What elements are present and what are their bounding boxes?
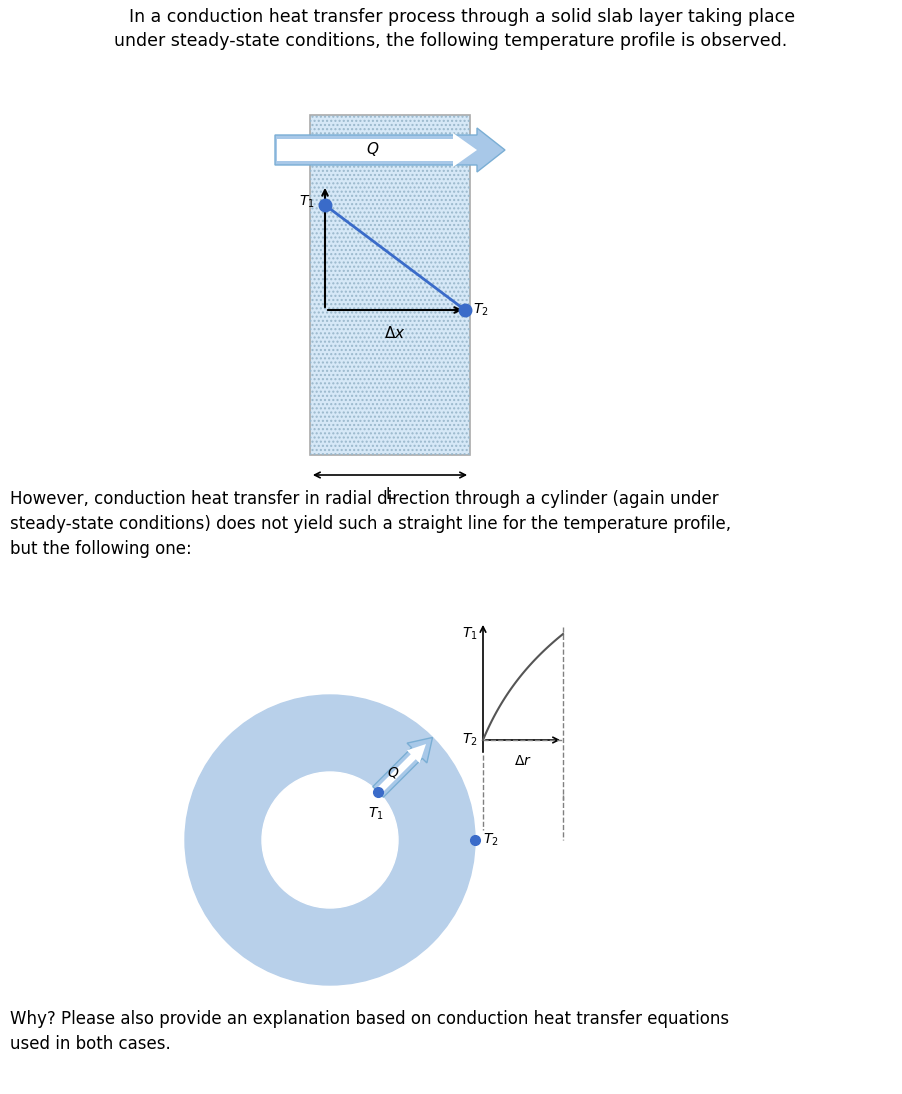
Text: $T_2$: $T_2$ bbox=[463, 732, 478, 748]
Text: L: L bbox=[386, 487, 394, 502]
Circle shape bbox=[262, 772, 398, 908]
Text: $T_1$: $T_1$ bbox=[299, 194, 315, 210]
Text: $\Delta x$: $\Delta x$ bbox=[384, 325, 406, 341]
FancyArrow shape bbox=[375, 744, 426, 794]
Text: $\Delta r$: $\Delta r$ bbox=[514, 754, 532, 768]
Text: In a conduction heat transfer process through a solid slab layer taking place
un: In a conduction heat transfer process th… bbox=[107, 8, 795, 49]
Text: $T_1$: $T_1$ bbox=[368, 806, 384, 823]
Text: Q: Q bbox=[366, 142, 378, 158]
Text: Q: Q bbox=[388, 766, 399, 780]
Circle shape bbox=[185, 695, 475, 985]
FancyArrow shape bbox=[373, 737, 433, 798]
Text: However, conduction heat transfer in radial direction through a cylinder (again : However, conduction heat transfer in rad… bbox=[10, 490, 732, 558]
Text: $T_2$: $T_2$ bbox=[483, 831, 499, 848]
Bar bbox=[310, 115, 470, 455]
Bar bbox=[310, 115, 470, 455]
Text: $T_1$: $T_1$ bbox=[462, 626, 478, 642]
FancyArrow shape bbox=[277, 133, 477, 167]
Text: Why? Please also provide an explanation based on conduction heat transfer equati: Why? Please also provide an explanation … bbox=[10, 1010, 729, 1054]
Text: $T_2$: $T_2$ bbox=[473, 302, 489, 318]
FancyArrow shape bbox=[275, 128, 505, 172]
